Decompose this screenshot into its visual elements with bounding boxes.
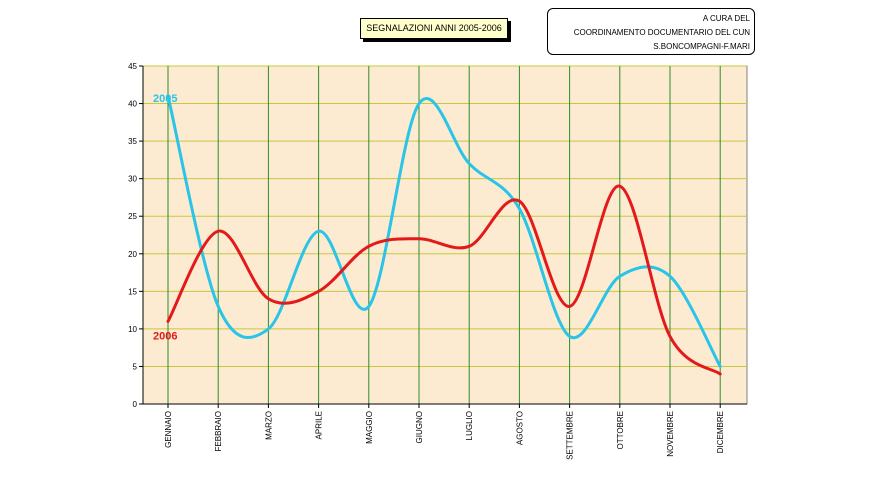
y-tick-label: 0 [133, 400, 138, 409]
credit-line-1: A CURA DEL [702, 14, 750, 23]
series-lines [166, 94, 722, 376]
y-tick-label: 25 [128, 212, 137, 221]
series-label-2006: 2006 [153, 330, 177, 342]
chart-title: SEGNALAZIONI ANNI 2005-2006 [360, 18, 508, 39]
y-tick-label: 15 [128, 287, 137, 296]
x-tick-label: NOVEMBRE [666, 411, 675, 457]
x-tick-label: APRILE [315, 411, 324, 439]
vertical-gridlines [167, 66, 721, 404]
plot-area [142, 65, 748, 405]
series-label-2005: 2005 [153, 93, 177, 105]
y-tick-label: 40 [128, 100, 137, 109]
x-tick-label: GENNAIO [164, 411, 173, 448]
credit-box: A CURA DEL COORDINAMENTO DOCUMENTARIO DE… [547, 8, 755, 55]
x-tick-label: FEBBRAIO [214, 411, 223, 451]
series-line-2006 [166, 184, 722, 376]
x-axis: GENNAIO FEBBRAIO MARZO APRILE MAGGIO GIUGNO LU… [143, 403, 747, 460]
x-tick-label: MARZO [264, 411, 273, 440]
x-tick-label: DICEMBRE [716, 411, 725, 453]
x-tick-label: MAGGIO [365, 411, 374, 444]
series-line-2005 [166, 94, 722, 368]
x-tick-label: GIUGNO [415, 411, 424, 443]
credit-line-3: S.BONCOMPAGNI-F.MARI [653, 42, 750, 51]
y-axis: 0 5 10 15 20 25 30 35 40 45 [128, 62, 144, 409]
y-tick-label: 35 [128, 137, 137, 146]
y-tick-label: 10 [128, 325, 137, 334]
y-tick-label: 30 [128, 175, 137, 184]
x-tick-label: OTTOBRE [616, 411, 625, 450]
y-tick-label: 20 [128, 250, 137, 259]
y-tick-label: 45 [128, 62, 137, 71]
x-tick-label: SETTEMBRE [566, 411, 575, 460]
y-tick-label: 5 [133, 362, 138, 371]
credit-line-2: COORDINAMENTO DOCUMENTARIO DEL CUN [573, 28, 750, 37]
series-labels: 2005 2006 [153, 93, 177, 342]
x-tick-label: LUGLIO [465, 411, 474, 440]
x-tick-label: AGOSTO [515, 411, 524, 445]
